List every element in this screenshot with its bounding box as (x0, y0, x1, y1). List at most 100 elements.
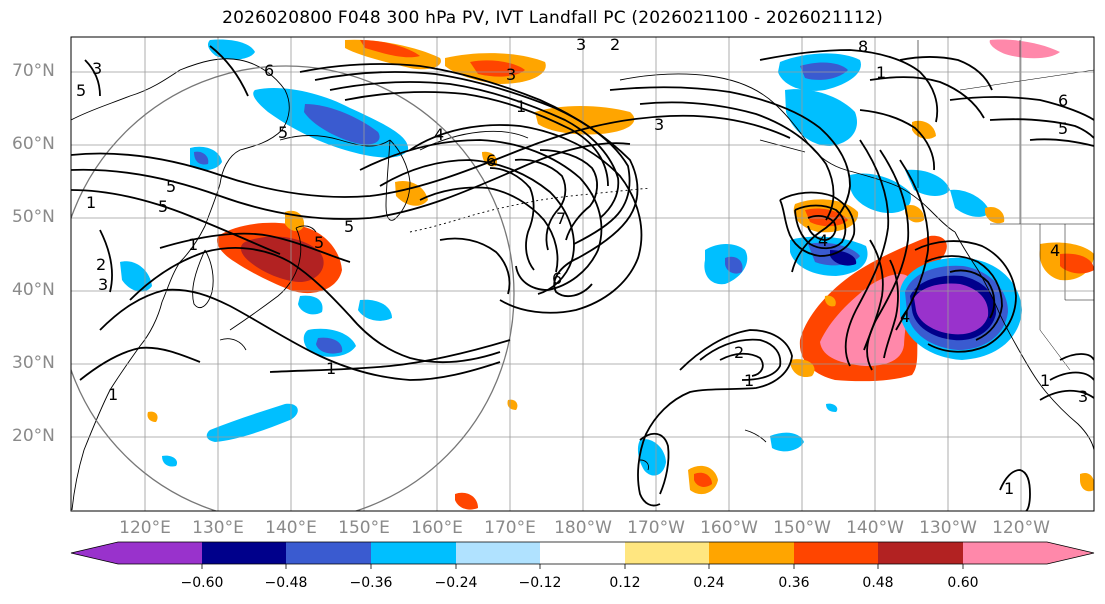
contour-line (344, 91, 609, 187)
contour-line (439, 237, 511, 295)
contour-line (314, 71, 631, 245)
contour-label: 5 (278, 123, 288, 142)
contour-line (159, 232, 351, 263)
shade-negative (770, 432, 804, 452)
shade-positive (694, 472, 712, 487)
contour-line (863, 239, 884, 351)
coastlines (71, 40, 1094, 511)
lat-label-20n: 20°N (12, 426, 55, 446)
border-canada-2 (959, 69, 1094, 91)
contour-line (71, 114, 791, 198)
contour-label: 5 (158, 197, 168, 216)
contour-label: 2 (610, 35, 620, 54)
contour-label: 1 (876, 63, 886, 82)
contour-line (489, 167, 535, 271)
colorbar (70, 541, 1095, 569)
contour-line (869, 76, 985, 119)
contour-line (514, 158, 567, 251)
colorbar-tick-label: 0.60 (947, 575, 979, 591)
colorbar-tick-label: −0.60 (180, 575, 224, 591)
contour-label: 6 (552, 269, 562, 288)
contour-line (99, 229, 113, 293)
contour-line (779, 191, 856, 257)
contour-label: 1 (326, 359, 336, 378)
shade-positive (1060, 253, 1094, 274)
contour-line (949, 269, 996, 319)
shade-negative (194, 151, 209, 165)
colorbar-segment (540, 542, 625, 564)
contour-line (419, 186, 559, 273)
contour-line (209, 45, 249, 97)
contour-line (1029, 138, 1094, 147)
colorbar-tick-label: 0.48 (862, 575, 894, 591)
coast-hawaii (744, 429, 767, 443)
contour-label: 5 (76, 81, 86, 100)
contour-label: 3 (98, 275, 108, 294)
contour-line (859, 109, 935, 171)
colorbar-tick-label: 0.12 (609, 575, 641, 591)
shade-negative (206, 403, 298, 442)
contour-labels: 3 3 5 6 2 3 8 1 6 5 1 3 1 4 5 6 5 1 5 1 … (76, 35, 1088, 498)
contour-line (1049, 371, 1094, 381)
contour-label: 2 (734, 343, 744, 362)
contour-label: 5 (1058, 119, 1068, 138)
contour-line (299, 63, 639, 298)
shade-positive (985, 206, 1005, 224)
contour-line (639, 432, 670, 495)
colorbar-segment (625, 542, 709, 564)
shade-negative (850, 173, 911, 214)
lat-label-70n: 70°N (12, 61, 55, 81)
contour-line (989, 118, 1094, 139)
contour-line (637, 329, 793, 507)
shade-positive (1080, 473, 1094, 492)
shade-positive (360, 40, 420, 58)
contour-line (999, 469, 1031, 511)
shade-negative (785, 89, 858, 146)
contour-line (639, 101, 835, 221)
lon-label: 160°W (700, 518, 758, 538)
contour-line (866, 149, 910, 371)
contour-line (1039, 389, 1094, 401)
lat-label-40n: 40°N (12, 280, 55, 300)
colorbar-segment (456, 542, 540, 564)
colorbar-segment (371, 542, 456, 564)
map-frame (70, 36, 1095, 512)
contour-line (883, 259, 899, 359)
contour-label: 1 (1004, 479, 1014, 498)
shade-positive (147, 411, 158, 422)
contour-label: 1 (516, 97, 526, 116)
shade-positive (507, 399, 518, 410)
contour-label: 3 (1078, 387, 1088, 406)
contour-label: 1 (744, 371, 754, 390)
contour-label: 5 (314, 233, 324, 252)
shade-negative (316, 337, 343, 354)
contour-line (409, 124, 643, 314)
contour-label: 7 (556, 209, 566, 228)
contour-line (79, 346, 201, 381)
shade-positive (912, 120, 936, 139)
coast-asia (71, 58, 290, 511)
contour-line (609, 86, 851, 273)
shade-negative (830, 250, 857, 266)
shade-negative (637, 439, 666, 476)
colorbar-tick-label: 0.36 (778, 575, 810, 591)
lon-label: 120°E (119, 518, 171, 538)
contour-label: 1 (86, 193, 96, 212)
contour-line (269, 339, 511, 373)
colorbar-high-extension (1047, 542, 1094, 564)
map-title: 2026020800 F048 300 hPa PV, IVT Landfall… (222, 8, 883, 28)
coast-island (639, 459, 649, 471)
contour-line (99, 288, 501, 381)
contour-line (719, 352, 764, 377)
lon-label: 130°E (192, 518, 244, 538)
contour-line (84, 59, 101, 97)
lon-label: 170°W (627, 518, 685, 538)
colorbar-segment (118, 542, 202, 564)
lat-label-60n: 60°N (12, 134, 55, 154)
contour-line (71, 189, 281, 255)
coast-aleutians (409, 187, 651, 233)
colorbar-tick-label: −0.12 (518, 575, 562, 591)
shade-positive (535, 106, 635, 135)
shade-negative (800, 62, 848, 80)
border-state-1 (1039, 224, 1071, 371)
